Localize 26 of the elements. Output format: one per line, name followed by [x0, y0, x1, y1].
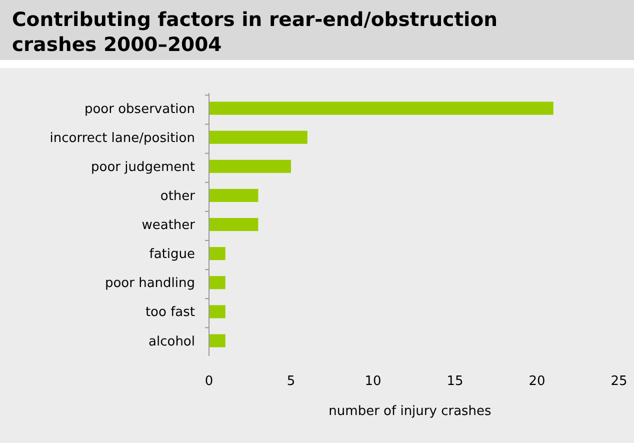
bar: [209, 276, 226, 290]
x-tick-label: 0: [204, 374, 214, 389]
bar: [209, 218, 258, 232]
x-tick-label: 20: [528, 374, 546, 389]
y-tick-label: other: [160, 188, 196, 204]
y-tick-label: weather: [142, 218, 196, 234]
bar: [209, 188, 258, 202]
x-axis-title: number of injury crashes: [328, 404, 492, 419]
y-tick-label: poor handling: [104, 276, 195, 292]
bar: [209, 102, 554, 115]
y-tick-label: alcohol: [148, 334, 195, 350]
x-tick-label: 15: [446, 374, 464, 389]
bar: [209, 247, 226, 260]
y-tick-label: poor judgement: [91, 160, 195, 175]
bar: [209, 305, 226, 318]
x-tick-label: 25: [610, 374, 628, 389]
bar: [209, 130, 308, 144]
y-tick-label: incorrect lane/position: [50, 130, 195, 146]
y-tick-label: too fast: [145, 305, 195, 320]
chart-title: Contributing factors in rear-end/obstruction crashes 2000–2004: [12, 8, 498, 56]
x-tick-label: 10: [364, 374, 382, 389]
bar: [209, 334, 226, 348]
x-tick-label: 5: [286, 374, 296, 389]
bar: [209, 160, 291, 173]
y-tick-label: fatigue: [149, 247, 195, 262]
y-tick-label: poor observation: [84, 102, 195, 117]
